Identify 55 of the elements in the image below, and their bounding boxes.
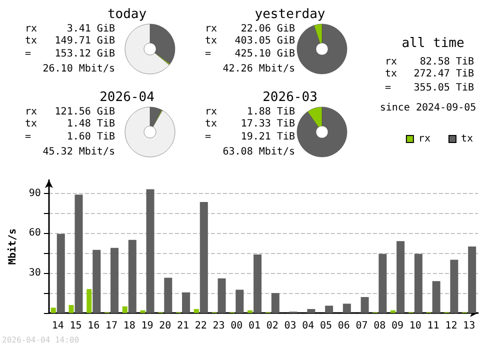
x-tick-label: 20	[159, 320, 172, 332]
x-tick-label: 04	[302, 320, 314, 332]
x-tick-label: 11	[427, 320, 440, 332]
x-tick-label: 01	[248, 320, 261, 332]
text: = 1.60 TiB	[25, 132, 115, 142]
x-tick-label: 15	[70, 320, 82, 332]
text: 45.32 Mbit/s	[42, 146, 115, 158]
x-tick-label: 19	[141, 320, 154, 332]
text: tx 149.71 GiB	[25, 36, 115, 46]
x-tick-label: 03	[284, 320, 296, 332]
text: rx 1.88 TiB	[205, 106, 295, 118]
x-tick-label: 06	[338, 320, 350, 332]
chart-title: today	[107, 7, 147, 22]
y-tick-label: 90	[28, 188, 41, 199]
chart-title: 2026-03	[262, 90, 318, 105]
x-tick-label: 17	[105, 320, 118, 332]
text: rx 82.58 TiB	[385, 56, 474, 68]
x-tick-label: 22	[194, 320, 207, 332]
text: = 19.21 TiB	[205, 132, 295, 142]
text: 63.08 Mbit/s	[222, 146, 295, 158]
y-tick-label: 60	[28, 228, 41, 239]
text: rx 22.06 GiB	[205, 24, 295, 34]
text: 26.10 Mbit/s	[42, 64, 115, 74]
y-tick-label: 30	[28, 268, 41, 279]
chart-title: yesterday	[254, 7, 326, 22]
x-tick-label: 18	[123, 320, 136, 332]
x-tick-label: 12	[445, 320, 458, 332]
x-tick-label: 02	[266, 320, 278, 332]
x-tick-label: 05	[320, 320, 332, 332]
x-tick-label: 13	[463, 320, 476, 332]
text: tx 272.47 TiB	[385, 68, 474, 80]
legend-label: rx	[418, 134, 430, 144]
text: since 2024-09-05	[380, 102, 476, 114]
x-tick-label: 09	[392, 320, 404, 332]
x-tick-label: 23	[212, 320, 225, 332]
text: tx 1.48 TiB	[25, 118, 115, 130]
text: tx 403.05 GiB	[205, 36, 295, 46]
text: = 355.05 TiB	[385, 82, 474, 94]
text: rx 3.41 GiB	[25, 24, 115, 34]
x-tick-label: 16	[88, 320, 100, 332]
x-tick-label: 07	[356, 320, 368, 332]
text: = 425.10 GiB	[205, 48, 295, 60]
text: 42.26 Mbit/s	[222, 64, 295, 74]
text: rx 121.56 GiB	[25, 106, 115, 118]
x-tick-label: 14	[52, 320, 64, 332]
x-tick-label: 00	[230, 320, 243, 332]
x-tick-label: 08	[374, 320, 386, 332]
text: = 153.12 GiB	[25, 48, 115, 60]
text: all time	[402, 36, 464, 51]
text: tx 17.33 TiB	[205, 118, 295, 130]
y-axis-title: Mbit/s	[6, 228, 18, 265]
x-tick-label: 10	[409, 320, 422, 332]
legend-label: tx	[460, 134, 474, 144]
x-tick-label: 21	[177, 320, 190, 332]
chart-title: 2026-04	[100, 90, 155, 105]
